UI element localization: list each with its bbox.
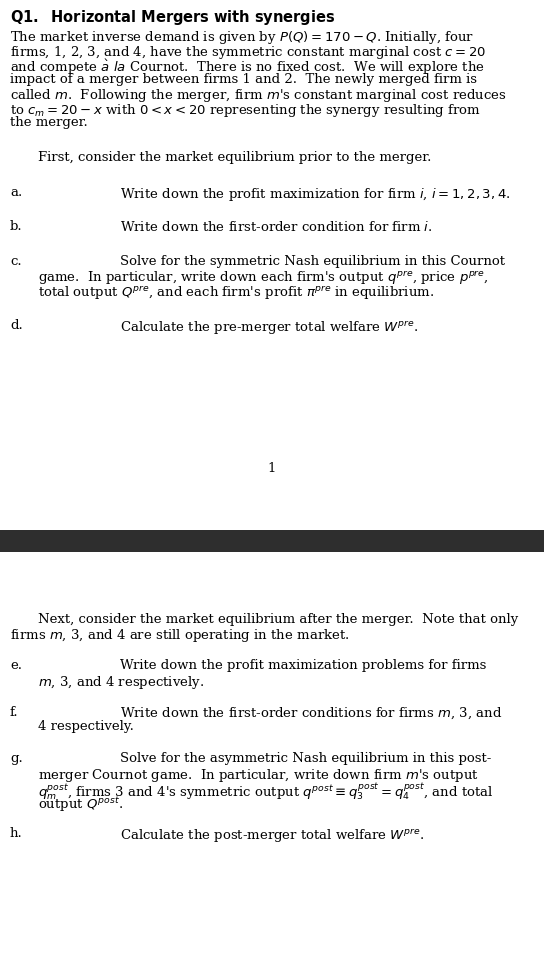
Text: b.: b. — [10, 220, 23, 234]
Text: Write down the first-order condition for firm $i$.: Write down the first-order condition for… — [120, 220, 432, 235]
Text: to $c_m = 20 - x$ with $0 < x < 20$ representing the synergy resulting from: to $c_m = 20 - x$ with $0 < x < 20$ repr… — [10, 101, 481, 119]
Text: Next, consider the market equilibrium after the merger.  Note that only: Next, consider the market equilibrium af… — [38, 613, 518, 626]
Text: a.: a. — [10, 186, 22, 199]
Text: firms, 1, 2, 3, and 4, have the symmetric constant marginal cost $c = 20$: firms, 1, 2, 3, and 4, have the symmetri… — [10, 44, 486, 60]
Text: merger Cournot game.  In particular, write down firm $m$'s output: merger Cournot game. In particular, writ… — [38, 767, 479, 784]
Text: $m$, 3, and 4 respectively.: $m$, 3, and 4 respectively. — [38, 674, 205, 691]
Text: called $m$.  Following the merger, firm $m$'s constant marginal cost reduces: called $m$. Following the merger, firm $… — [10, 87, 506, 104]
Text: d.: d. — [10, 319, 23, 332]
Text: First, consider the market equilibrium prior to the merger.: First, consider the market equilibrium p… — [38, 151, 431, 164]
Text: $q_m^{post}$, firms 3 and 4's symmetric output $q^{post} \equiv q_3^{post} = q_4: $q_m^{post}$, firms 3 and 4's symmetric … — [38, 781, 493, 802]
Text: e.: e. — [10, 659, 22, 672]
Text: Solve for the asymmetric Nash equilibrium in this post-: Solve for the asymmetric Nash equilibriu… — [120, 752, 491, 766]
Text: Calculate the post-merger total welfare $W^{pre}$.: Calculate the post-merger total welfare … — [120, 828, 425, 845]
Text: g.: g. — [10, 752, 23, 766]
Text: Solve for the symmetric Nash equilibrium in this Cournot: Solve for the symmetric Nash equilibrium… — [120, 255, 505, 268]
Text: Write down the profit maximization for firm $i$, $i = 1, 2, 3, 4$.: Write down the profit maximization for f… — [120, 186, 510, 203]
Text: f.: f. — [10, 706, 18, 719]
Text: 1: 1 — [268, 462, 276, 475]
Text: Calculate the pre-merger total welfare $W^{pre}$.: Calculate the pre-merger total welfare $… — [120, 319, 419, 337]
Text: and compete $\grave{a}$ $la$ Cournot.  There is no fixed cost.  We will explore : and compete $\grave{a}$ $la$ Cournot. Th… — [10, 58, 485, 77]
Text: 4 respectively.: 4 respectively. — [38, 720, 134, 733]
Bar — [0, 530, 544, 552]
Text: output $Q^{post}$.: output $Q^{post}$. — [38, 796, 123, 814]
Text: Write down the profit maximization problems for firms: Write down the profit maximization probl… — [120, 659, 486, 672]
Text: impact of a merger between firms 1 and 2.  The newly merged firm is: impact of a merger between firms 1 and 2… — [10, 72, 477, 86]
Text: firms $m$, 3, and 4 are still operating in the market.: firms $m$, 3, and 4 are still operating … — [10, 627, 350, 645]
Text: h.: h. — [10, 828, 23, 841]
Text: c.: c. — [10, 255, 22, 268]
Text: $\mathbf{Q1.\ \ Horizontal\ Mergers\ with\ synergies}$: $\mathbf{Q1.\ \ Horizontal\ Mergers\ wit… — [10, 8, 335, 27]
Text: Write down the first-order conditions for firms $m$, 3, and: Write down the first-order conditions fo… — [120, 706, 502, 721]
Text: the merger.: the merger. — [10, 116, 88, 129]
Text: The market inverse demand is given by $P(Q) = 170 - Q$. Initially, four: The market inverse demand is given by $P… — [10, 29, 474, 46]
Text: game.  In particular, write down each firm's output $q^{pre}$, price $p^{pre}$,: game. In particular, write down each fir… — [38, 270, 489, 287]
Text: total output $Q^{pre}$, and each firm's profit $\pi^{pre}$ in equilibrium.: total output $Q^{pre}$, and each firm's … — [38, 284, 434, 302]
